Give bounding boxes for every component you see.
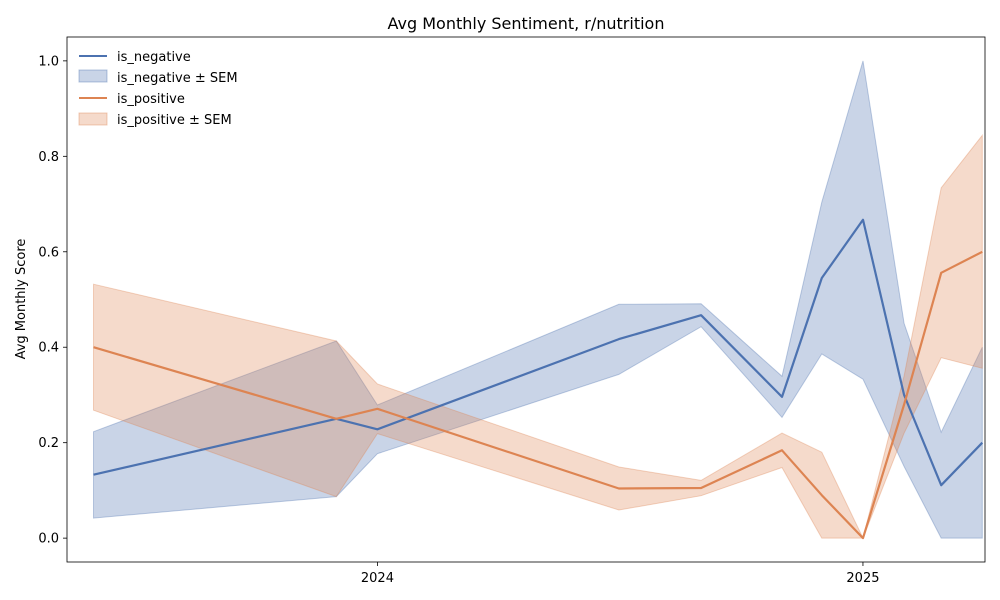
legend-label-is-positive-sem: is_positive ± SEM <box>117 113 232 128</box>
x-tick-label: 2024 <box>361 571 394 586</box>
sem-band-is-negative <box>93 60 983 539</box>
y-axis: 0.0 0.2 0.4 0.6 0.8 1.0 <box>38 54 67 547</box>
y-tick-label: 0.2 <box>38 436 59 451</box>
series-line-is-positive <box>93 250 983 540</box>
x-tick-label: 2025 <box>846 571 879 586</box>
sem-band-is-positive <box>93 133 983 540</box>
legend-label-is-negative-sem: is_negative ± SEM <box>117 71 238 86</box>
series-lines <box>93 218 984 540</box>
y-tick-label: 0.4 <box>38 341 59 356</box>
x-axis: 2024 2025 <box>361 562 880 586</box>
y-tick-label: 0.0 <box>38 532 59 547</box>
series-line-is-negative <box>93 218 984 487</box>
chart-title: Avg Monthly Sentiment, r/nutrition <box>388 14 665 33</box>
legend: is_negative is_negative ± SEM is_positiv… <box>78 50 238 128</box>
y-tick-label: 0.6 <box>38 245 59 260</box>
legend-label-is-positive: is_positive <box>117 92 185 107</box>
y-tick-label: 1.0 <box>38 54 59 69</box>
legend-swatch-is-positive-sem <box>78 112 108 126</box>
y-tick-label: 0.8 <box>38 150 59 165</box>
sem-bands <box>93 60 983 540</box>
legend-swatch-is-negative-sem <box>78 69 108 83</box>
plot-area-frame <box>66 36 986 563</box>
y-axis-title: Avg Monthly Score <box>14 239 29 360</box>
legend-label-is-negative: is_negative <box>117 50 191 65</box>
